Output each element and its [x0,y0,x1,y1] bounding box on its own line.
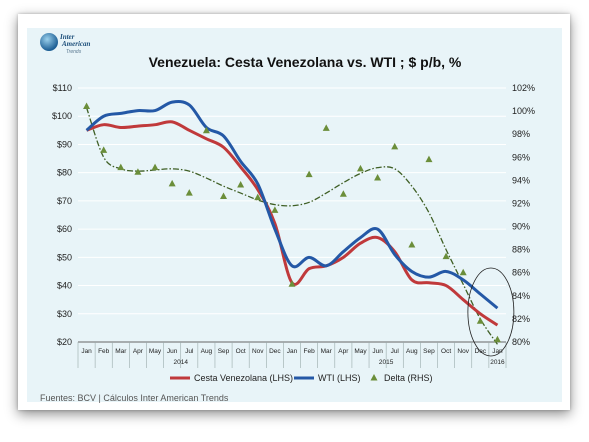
x-tick-label: Apr [338,348,349,355]
x-tick-label: Sep [423,348,435,355]
wti-line [85,99,499,310]
y-right-tick-label: 96% [512,152,530,162]
delta-trend-line [85,107,498,345]
legend-swatch-delta [370,374,378,381]
y-right-tick-label: 100% [512,106,535,116]
x-tick-label: Jan [492,348,503,355]
x-tick-label: Jul [185,348,194,355]
y-right-tick-label: 90% [512,222,530,232]
delta-point [476,317,484,324]
inter-american-trends-logo: Inter American Trends [40,33,110,59]
x-year-label: 2014 [173,359,188,366]
chart-title: Venezuela: Cesta Venezolana vs. WTI ; $ … [148,54,462,70]
x-tick-label: Apr [133,348,144,355]
x-tick-label: May [149,348,162,355]
x-tick-label: Jun [167,348,178,355]
cesta-venezolana-line [86,120,499,327]
delta-point [185,189,193,196]
y-tick-label: $80 [57,168,72,178]
delta-point [374,174,382,181]
x-tick-label: Jun [372,348,383,355]
y-right-tick-label: 94% [512,175,530,185]
x-tick-label: Mar [321,348,333,355]
delta-point [493,335,501,343]
delta-point [237,180,245,188]
delta-point [117,163,125,171]
delta-point [83,102,91,109]
delta-point [100,146,108,153]
y-right-tick-label: 84% [512,291,530,301]
source-note: Fuentes: BCV | Cálculos Inter American T… [40,393,229,403]
logo-text-line3: Trends [66,49,82,55]
x-tick-label: Jan [287,348,298,355]
y-tick-label: $40 [57,281,72,291]
x-tick-label: Aug [406,348,418,355]
delta-point [425,155,433,163]
y-tick-label: $50 [57,252,72,262]
delta-point [459,268,467,276]
delta-point [391,142,399,150]
y-right-tick-label: 92% [512,198,530,208]
delta-point [408,241,416,248]
x-tick-label: Mar [115,348,127,355]
delta-point [202,126,210,134]
legend-label-cesta: Cesta Venezolana (LHS) [194,373,293,383]
delta-point [322,124,330,131]
delta-point [305,170,313,178]
x-year-label: 2016 [490,359,505,366]
delta-point [288,280,296,287]
y-tick-label: $70 [57,196,72,206]
x-year-label: 2015 [379,359,394,366]
delta-point [134,168,142,175]
x-tick-label: Oct [441,348,451,355]
delta-point [151,163,159,171]
legend-label-delta: Delta (RHS) [384,373,433,383]
y-right-tick-label: 86% [512,268,530,278]
x-tick-label: Jan [81,348,92,355]
delta-point [271,206,279,213]
delta-point [339,190,347,197]
y-right-tick-label: 80% [512,337,530,347]
y-tick-label: $90 [57,139,72,149]
y-tick-label: $20 [57,337,72,347]
x-tick-label: Nov [457,348,469,355]
y-right-tick-label: 98% [512,129,530,139]
y-tick-label: $110 [53,83,72,93]
x-tick-label: Aug [201,348,213,355]
y-tick-label: $30 [57,309,72,319]
x-tick-label: Oct [236,348,246,355]
delta-point [220,192,228,200]
y-tick-label: $100 [52,111,72,121]
delta-point [442,252,450,260]
y-right-tick-label: 82% [512,314,530,324]
y-tick-label: $60 [57,224,72,234]
annotation-ellipse [467,267,515,357]
x-tick-label: May [354,348,367,355]
y-right-tick-label: 102% [512,83,535,93]
x-tick-label: Feb [98,348,110,355]
x-tick-label: Sep [218,348,230,355]
x-tick-label: Nov [252,348,264,355]
x-tick-label: Feb [304,348,316,355]
delta-point [168,179,176,187]
x-tick-label: Jul [391,348,400,355]
x-tick-label: Dec [269,348,281,355]
logo-text-line1: Inter [60,33,75,41]
logo-text-line2: American [62,40,91,48]
y-right-tick-label: 88% [512,245,530,255]
delta-point [356,164,364,172]
delta-point [254,193,262,201]
legend-label-wti: WTI (LHS) [318,373,361,383]
globe-icon [40,33,58,51]
